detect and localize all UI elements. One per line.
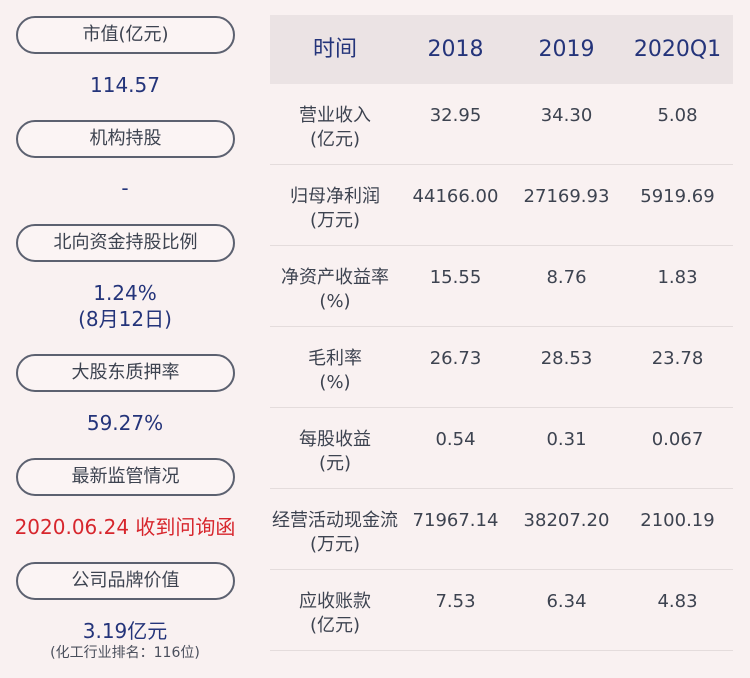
left-panel: 市值(亿元) 114.57 机构持股 - 北向资金持股比例 1.24% (8月1… [0,0,250,678]
northbound-holding-label: 北向资金持股比例 [16,224,235,262]
regulatory-status-label: 最新监管情况 [16,458,235,496]
metric-name: 经营活动现金流 [272,510,398,531]
header-period: 时间 [312,37,357,62]
row-label: 经营活动现金流 (万元) [270,489,400,557]
cell-2020q1: 5919.69 [640,186,715,207]
metric-unit: (万元) [309,210,361,231]
market-cap-value: 114.57 [90,73,160,97]
cell-2020q1: 5.08 [657,105,698,126]
metric-unit: (亿元) [309,129,361,150]
metric-name: 净资产收益率 [281,267,389,288]
cell-2018: 15.55 [429,267,482,288]
metric-name: 毛利率 [308,348,362,369]
metric-unit: (元) [318,453,352,474]
financial-table: 时间 2018 2019 2020Q1 营业收入 (亿元) 32.95 34.3… [270,15,733,651]
cell-2018: 71967.14 [412,510,499,531]
metric-unit: (%) [319,291,351,312]
cell-2019: 6.34 [546,591,587,612]
metric-unit: (%) [319,372,351,393]
institution-holding-value: - [121,176,129,200]
metric-name: 归母净利润 [290,186,380,207]
northbound-holding-date: (8月12日) [78,307,172,331]
table-row: 经营活动现金流 (万元) 71967.14 38207.20 2100.19 [270,489,733,570]
cell-2019: 0.31 [546,429,587,450]
metric-name: 营业收入 [299,105,371,126]
metric-name: 应收账款 [299,591,371,612]
cell-2020q1: 23.78 [651,348,704,369]
cell-2019: 38207.20 [523,510,610,531]
table-row: 归母净利润 (万元) 44166.00 27169.93 5919.69 [270,165,733,246]
table-header: 时间 2018 2019 2020Q1 [270,15,733,84]
cell-2020q1: 4.83 [657,591,698,612]
major-shareholder-pledge-label: 大股东质押率 [16,354,235,392]
table-row: 营业收入 (亿元) 32.95 34.30 5.08 [270,84,733,165]
cell-2019: 34.30 [540,105,593,126]
cell-2019: 8.76 [546,267,587,288]
cell-2018: 26.73 [429,348,482,369]
cell-2018: 44166.00 [412,186,499,207]
header-2018: 2018 [427,37,484,62]
brand-value-label: 公司品牌价值 [16,562,235,600]
row-label: 营业收入 (亿元) [270,84,400,152]
market-cap-label: 市值(亿元) [16,16,235,54]
brand-value-value: 3.19亿元 [82,619,168,643]
cell-2020q1: 2100.19 [640,510,715,531]
header-2019: 2019 [538,37,595,62]
row-label: 净资产收益率 (%) [270,246,400,314]
northbound-holding-value: 1.24% [93,281,157,305]
metric-unit: (万元) [309,534,361,555]
metric-name: 每股收益 [299,429,371,450]
cell-2020q1: 0.067 [651,429,704,450]
cell-2019: 28.53 [540,348,593,369]
cell-2018: 0.54 [435,429,476,450]
major-shareholder-pledge-value: 59.27% [86,411,164,435]
institution-holding-label: 机构持股 [16,120,235,158]
regulatory-status-value: 2020.06.24 收到问询函 [14,515,236,539]
row-label: 毛利率 (%) [270,327,400,395]
cell-2018: 32.95 [429,105,482,126]
row-label: 归母净利润 (万元) [270,165,400,233]
row-label: 应收账款 (亿元) [270,570,400,638]
cell-2019: 27169.93 [523,186,610,207]
table-row: 毛利率 (%) 26.73 28.53 23.78 [270,327,733,408]
table-row: 应收账款 (亿元) 7.53 6.34 4.83 [270,570,733,651]
cell-2020q1: 1.83 [657,267,698,288]
cell-2018: 7.53 [435,591,476,612]
table-row: 净资产收益率 (%) 15.55 8.76 1.83 [270,246,733,327]
header-2020q1: 2020Q1 [633,37,722,62]
table-row: 每股收益 (元) 0.54 0.31 0.067 [270,408,733,489]
brand-value-rank-note: (化工行业排名：116位) [50,645,200,661]
row-label: 每股收益 (元) [270,408,400,476]
metric-unit: (亿元) [309,615,361,636]
